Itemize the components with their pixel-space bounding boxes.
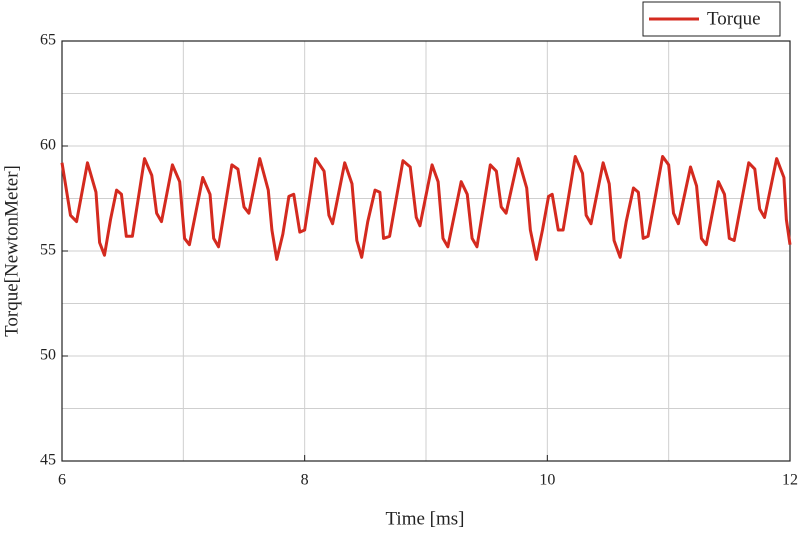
data-line — [60, 155, 792, 261]
y-tick-label: 55 — [40, 242, 56, 259]
x-tick-label: 12 — [782, 472, 798, 489]
legend-box — [642, 1, 781, 37]
legend-label: Torque — [707, 8, 761, 29]
y-tick-label: 65 — [40, 32, 56, 49]
y-axis-label: Torque[NewtonMeter] — [1, 165, 22, 337]
x-tick-label: 10 — [539, 472, 555, 489]
x-tick-label: 6 — [58, 472, 66, 489]
y-tick-label: 60 — [40, 137, 56, 154]
y-tick-label: 50 — [40, 347, 56, 364]
x-axis-label: Time [ms] — [385, 508, 464, 529]
x-tick-label: 8 — [301, 472, 309, 489]
y-tick-label: 45 — [40, 452, 56, 469]
plot-frame — [61, 40, 791, 462]
